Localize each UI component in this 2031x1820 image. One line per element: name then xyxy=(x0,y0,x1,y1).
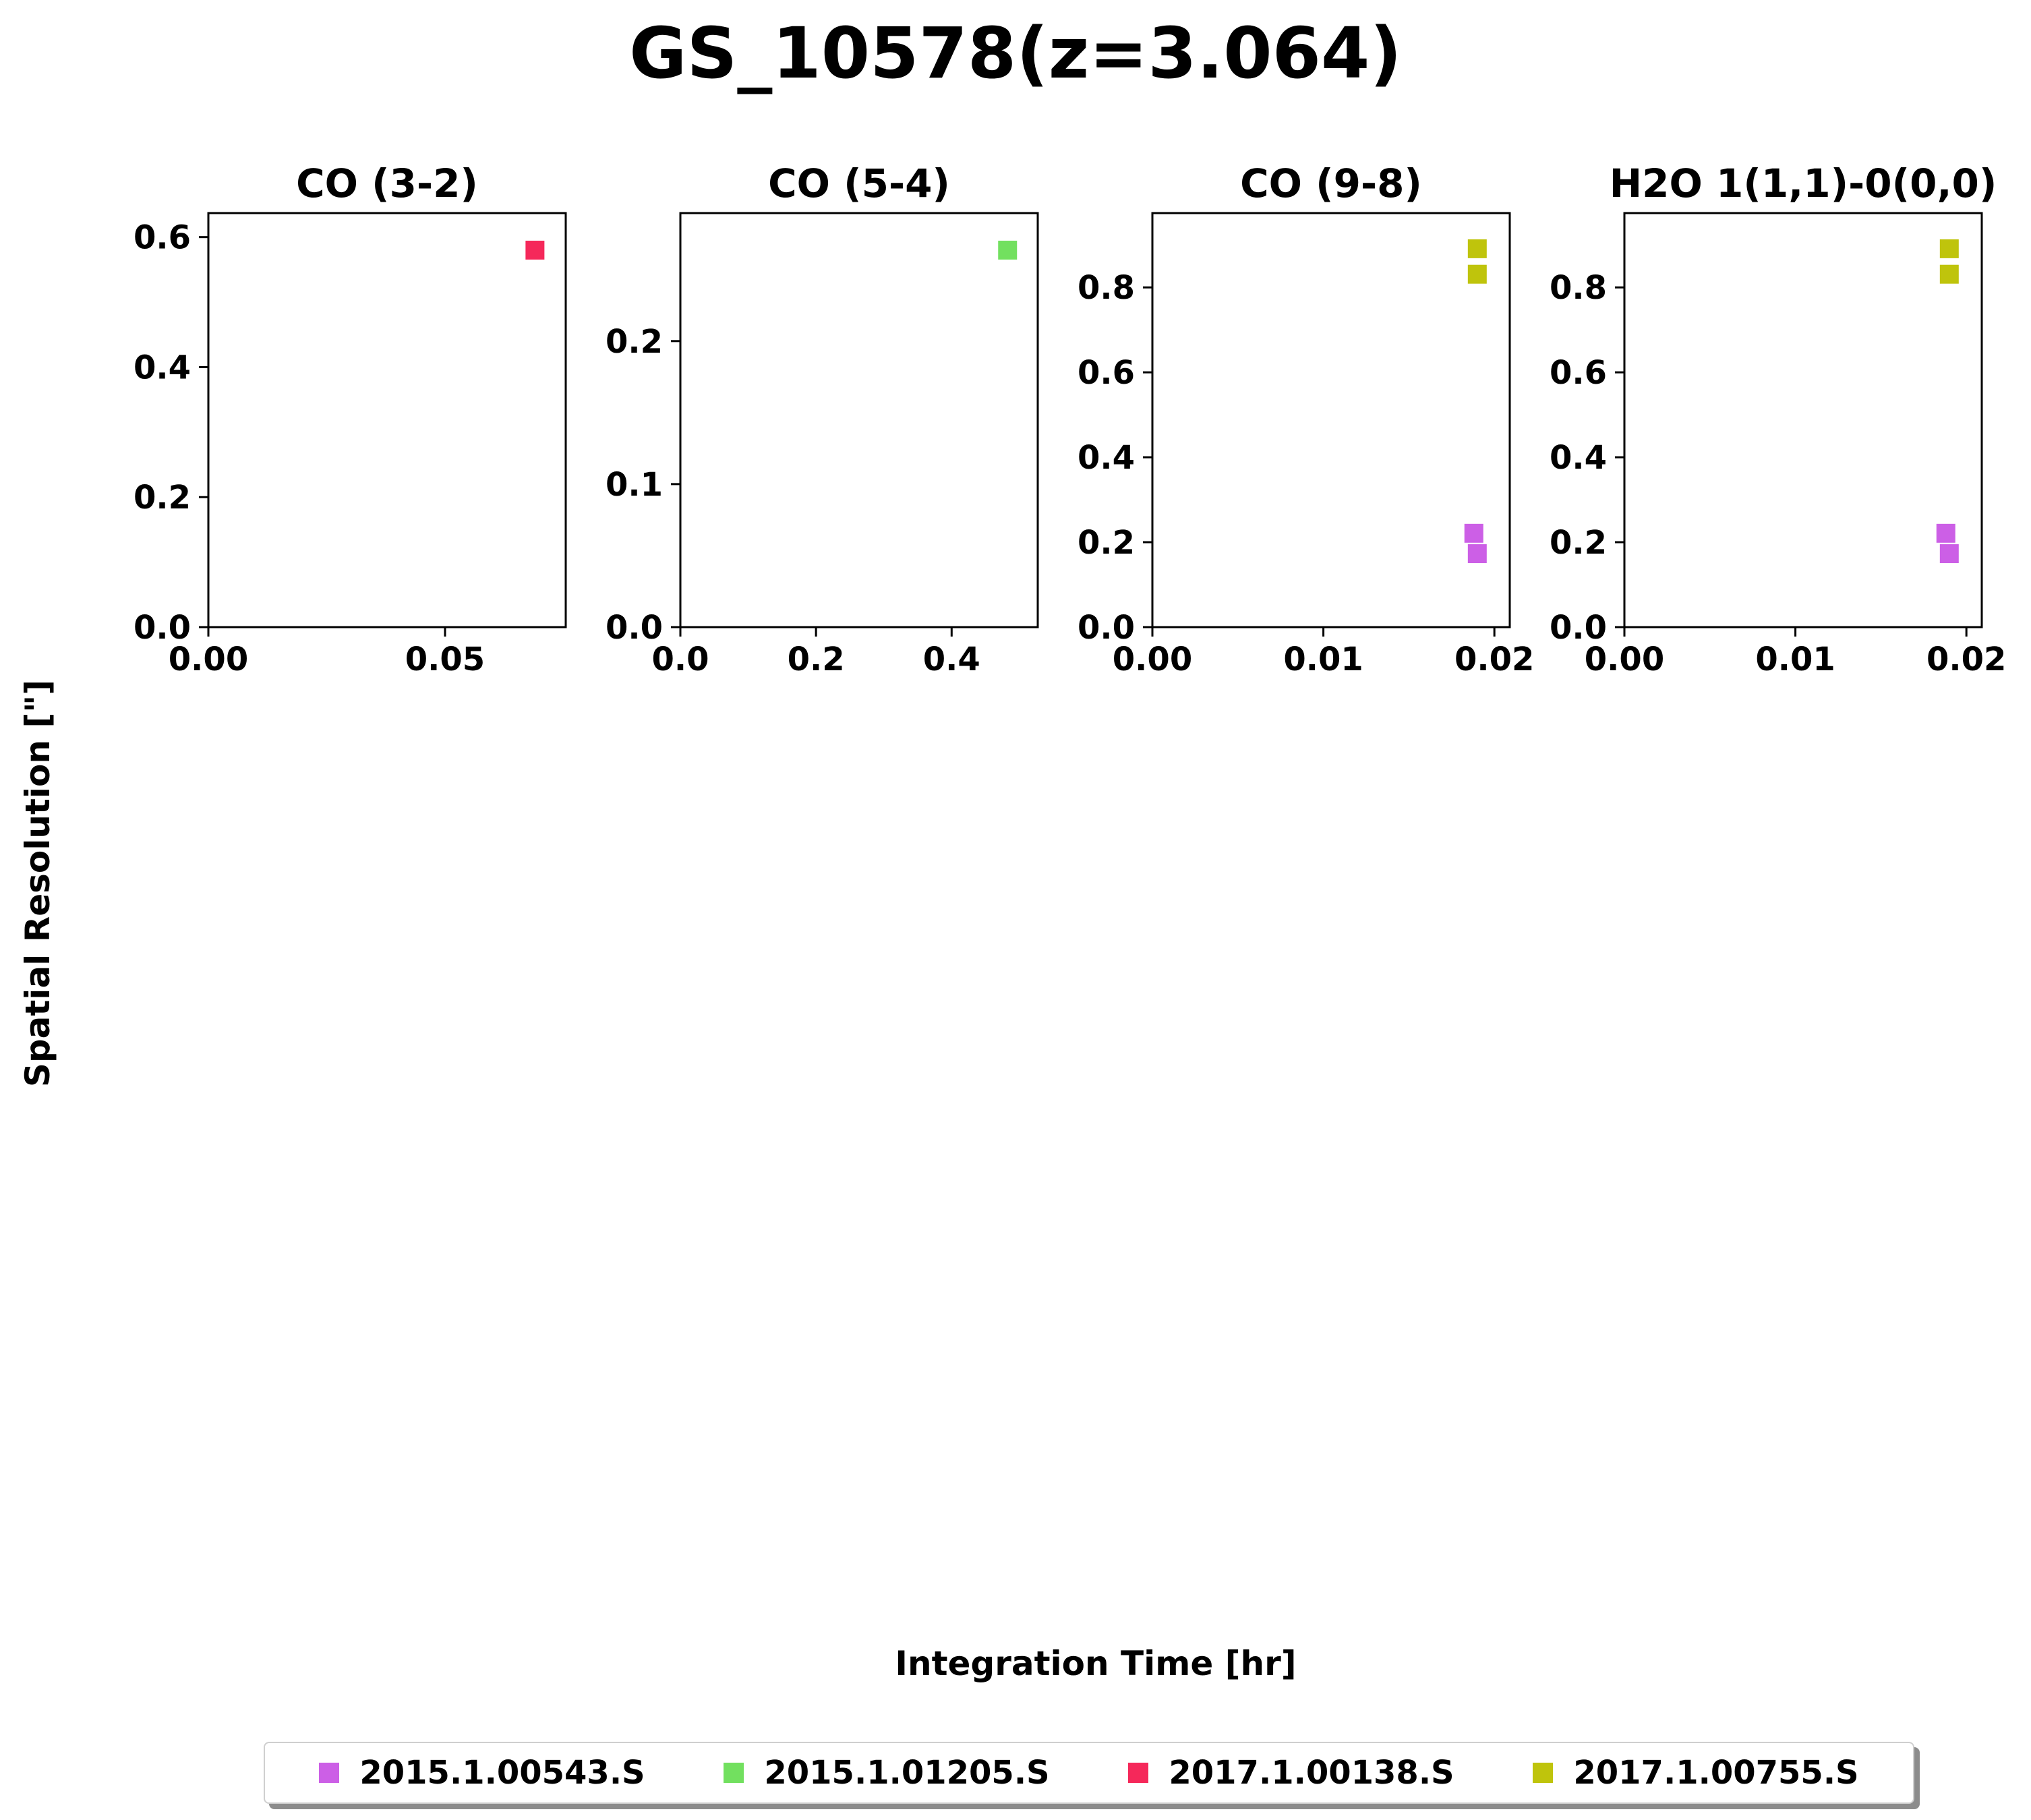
subplot-title: CO (9-8) xyxy=(1240,160,1422,206)
subplot: CO (5-4) 0.0 0.2 0.4 0.0 0.1 0.2 xyxy=(606,160,1039,678)
y-tick-label: 0.8 xyxy=(1078,269,1135,307)
x-tick-label: 0.01 xyxy=(1755,641,1835,678)
x-tick-label: 0.01 xyxy=(1283,641,1363,678)
x-tick-label: 0.0 xyxy=(651,641,709,678)
legend: 2015.1.00543.S 2015.1.01205.S 2017.1.001… xyxy=(264,1742,1914,1804)
y-tick-label: 0.6 xyxy=(134,219,191,257)
y-tick-label: 0.2 xyxy=(1550,524,1607,562)
legend-item: 2015.1.00543.S xyxy=(319,1754,645,1792)
legend-label: 2017.1.00755.S xyxy=(1573,1754,1859,1792)
y-tick-label: 0.0 xyxy=(1078,609,1135,647)
y-tick-label: 0.2 xyxy=(134,479,191,517)
y-tick-label: 0.2 xyxy=(1078,524,1135,562)
data-point xyxy=(1467,239,1487,258)
y-tick-label: 0.0 xyxy=(1550,609,1607,647)
axes-frame xyxy=(207,212,567,628)
y-axis-label-text: Spatial Resolution ["] xyxy=(18,679,57,1088)
legend-item: 2017.1.00138.S xyxy=(1128,1754,1454,1792)
data-point xyxy=(1464,523,1483,543)
data-point xyxy=(1939,264,1959,284)
y-tick-label: 0.4 xyxy=(1078,439,1135,477)
legend-label: 2015.1.01205.S xyxy=(764,1754,1050,1792)
data-point xyxy=(1467,264,1487,284)
axes-frame xyxy=(1151,212,1511,628)
data-point xyxy=(1939,239,1959,258)
x-tick-label: 0.4 xyxy=(923,641,980,678)
legend-label: 2017.1.00138.S xyxy=(1169,1754,1454,1792)
subplot-title: H2O 1(1,1)-0(0,0) xyxy=(1610,160,1997,206)
y-tick-label: 0.2 xyxy=(606,323,663,361)
legend-item: 2015.1.01205.S xyxy=(724,1754,1050,1792)
legend-swatch xyxy=(724,1763,744,1783)
y-tick-label: 0.0 xyxy=(606,609,663,647)
y-tick-label: 0.6 xyxy=(1550,354,1607,392)
y-tick-label: 0.6 xyxy=(1078,354,1135,392)
data-point xyxy=(998,240,1018,260)
subplot-title: CO (5-4) xyxy=(768,160,950,206)
subplot: H2O 1(1,1)-0(0,0) 0.00 0.01 0.02 0.0 0.2 0.4 0.… xyxy=(1550,160,2006,678)
y-tick-label: 0.4 xyxy=(134,349,191,386)
x-axis-label: Integration Time [hr] xyxy=(895,1644,1297,1683)
legend-swatch xyxy=(1128,1763,1149,1783)
data-point xyxy=(1939,544,1959,564)
x-tick-label: 0.00 xyxy=(169,641,248,678)
legend-swatch xyxy=(319,1763,340,1783)
y-tick-label: 0.1 xyxy=(606,466,663,504)
y-tick-label: 0.0 xyxy=(134,609,191,647)
data-point xyxy=(1936,523,1955,543)
subplot: CO (3-2) 0.00 0.05 0.0 0.2 0.4 0.6 xyxy=(134,160,567,678)
x-tick-label: 0.00 xyxy=(1585,641,1664,678)
axes-frame xyxy=(679,212,1039,628)
y-tick-label: 0.4 xyxy=(1550,439,1607,477)
subplot-title: CO (3-2) xyxy=(296,160,478,206)
subplots: CO (3-2)0.00 0.050.00.20.40.6CO (5-4)0.0 0… xyxy=(134,160,2006,678)
x-tick-label: 0.2 xyxy=(788,641,845,678)
legend-item: 2017.1.00755.S xyxy=(1533,1754,1859,1792)
x-tick-label: 0.05 xyxy=(405,641,485,678)
figure-title: GS_10578(z=3.064) xyxy=(629,12,1402,94)
subplot: CO (9-8) 0.00 0.01 0.02 0.0 0.2 0.4 0.6 0.8 xyxy=(1078,160,1534,678)
x-tick-label: 0.02 xyxy=(1926,641,2006,678)
legend-label: 2015.1.00543.S xyxy=(359,1754,645,1792)
data-point xyxy=(1467,544,1487,564)
x-tick-label: 0.00 xyxy=(1113,641,1192,678)
y-tick-label: 0.8 xyxy=(1550,269,1607,307)
x-tick-label: 0.02 xyxy=(1454,641,1534,678)
legend-swatch xyxy=(1533,1763,1554,1783)
data-point xyxy=(525,240,545,260)
axes-frame xyxy=(1623,212,1983,628)
